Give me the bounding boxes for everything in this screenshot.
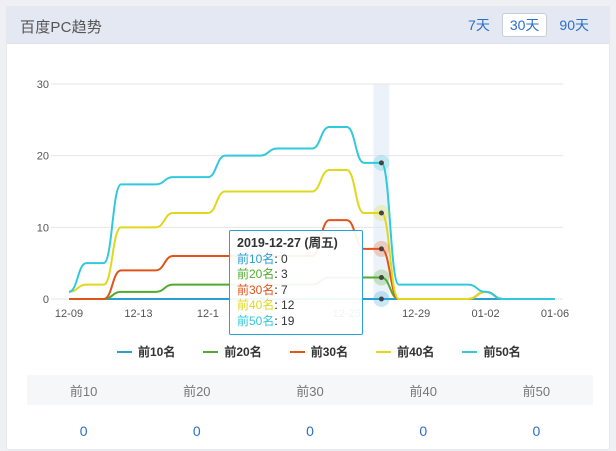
- legend-swatch: [462, 350, 478, 353]
- series-line-top40: [68, 169, 555, 300]
- point-top40: [378, 210, 384, 216]
- summary-header-top30: 前30: [296, 383, 324, 399]
- summary-table: 前10 前20 前30 前40 前50 0 0 0 0 0: [27, 375, 593, 451]
- summary-header-top10: 前10: [69, 383, 98, 399]
- summary-header-top20: 前20: [183, 383, 211, 399]
- tooltip-row-top40: 前40名: 12: [237, 298, 295, 312]
- trend-chart[interactable]: 010203012-0912-1312-112-2512-2901-0201-0…: [7, 47, 607, 343]
- tab-30-days[interactable]: 30天: [501, 13, 548, 37]
- summary-value-top10[interactable]: 0: [79, 423, 88, 439]
- tab-90-days[interactable]: 90天: [559, 17, 589, 33]
- tab-7-days[interactable]: 7天: [468, 17, 490, 33]
- summary-value-top40[interactable]: 0: [419, 423, 428, 439]
- summary-value-top30[interactable]: 0: [306, 423, 314, 439]
- point-top10: [378, 296, 384, 302]
- legend-swatch: [376, 350, 392, 353]
- x-tick-label: 12-13: [124, 308, 152, 320]
- legend-item-top20[interactable]: 前20名: [203, 343, 262, 360]
- summary-value-row: 0 0 0 0 0: [27, 411, 593, 451]
- chart-legend: 前10名 前20名 前30名 前40名 前50名: [117, 343, 521, 360]
- y-tick-label: 20: [37, 151, 49, 163]
- summary-header-row: 前10 前20 前30 前40 前50: [27, 375, 593, 405]
- trend-panel: 百度PC趋势 7天 30天 90天 0 10 20 30 12-09 12-13 12-1 1…: [6, 6, 610, 450]
- x-tick-label: 12-1: [197, 308, 219, 320]
- y-tick-label: 30: [37, 79, 49, 91]
- tooltip-date: 2019-12-27 (周五): [237, 236, 338, 250]
- summary-value-top20[interactable]: 0: [192, 423, 201, 439]
- summary-header-top40: 前40: [409, 383, 437, 399]
- range-tabs: 7天 30天 90天: [460, 13, 597, 37]
- point-top50: [378, 160, 384, 166]
- legend-item-top50[interactable]: 前50名: [462, 343, 521, 360]
- legend-item-top10[interactable]: 前10名: [117, 343, 175, 360]
- y-tick-label: 0: [43, 294, 49, 306]
- summary-header-top50: 前50: [522, 383, 551, 399]
- tooltip-row-top10: 前10名: 0: [237, 251, 288, 266]
- panel-header: 百度PC趋势 7天 30天 90天: [7, 7, 609, 44]
- summary-value-top50[interactable]: 0: [532, 423, 541, 439]
- legend-item-top40[interactable]: 前40名: [376, 343, 434, 360]
- x-tick-label: 12-29: [402, 308, 430, 320]
- legend-item-top30[interactable]: 前30名: [289, 343, 348, 360]
- series-line-top50: [68, 126, 555, 300]
- chart-tooltip: 2019-12-27 (周五) 前10名: 0 前20名: 3 前30名: 7 …: [229, 230, 363, 335]
- legend-swatch: [203, 350, 219, 353]
- point-top30: [378, 246, 384, 252]
- tooltip-row-top50: 前50名: 19: [237, 313, 295, 328]
- x-tick-label: 12-09: [55, 308, 83, 320]
- hover-band: [373, 84, 390, 299]
- x-tick-label: 01-06: [541, 308, 569, 320]
- y-tick-label: 10: [37, 222, 49, 234]
- point-top20: [378, 275, 384, 280]
- legend-swatch: [117, 350, 132, 353]
- panel-title: 百度PC趋势: [20, 19, 103, 36]
- x-tick-label: 01-02: [472, 308, 500, 320]
- tooltip-row-top30: 前30名: 7: [237, 282, 288, 297]
- legend-swatch: [289, 350, 305, 353]
- tooltip-row-top20: 前20名: 3: [237, 267, 288, 281]
